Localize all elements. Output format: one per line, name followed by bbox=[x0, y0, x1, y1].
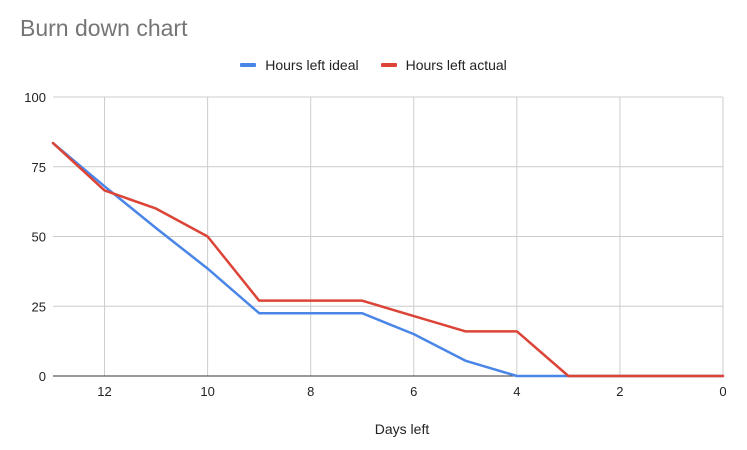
x-tick-label: 2 bbox=[616, 384, 623, 399]
y-tick-label: 0 bbox=[39, 369, 46, 384]
y-tick-label: 50 bbox=[32, 230, 46, 245]
legend-item-ideal[interactable]: Hours left ideal bbox=[240, 57, 359, 73]
legend-label-actual: Hours left actual bbox=[405, 57, 507, 73]
series-line-actual bbox=[51, 141, 725, 378]
x-tick-label: 10 bbox=[200, 384, 214, 399]
x-tick-label: 0 bbox=[719, 384, 726, 399]
x-tick-label: 8 bbox=[307, 384, 314, 399]
y-tick-label: 25 bbox=[32, 299, 46, 314]
chart-title: Burn down chart bbox=[20, 15, 188, 41]
x-axis-title: Days left bbox=[375, 421, 430, 437]
y-tick-label: 100 bbox=[24, 90, 46, 105]
x-tick-label: 12 bbox=[97, 384, 111, 399]
series-line-ideal bbox=[51, 141, 725, 378]
y-tick-label: 75 bbox=[32, 160, 46, 175]
x-tick-label: 4 bbox=[513, 384, 520, 399]
legend-swatch-actual bbox=[380, 63, 397, 67]
legend-swatch-ideal bbox=[240, 63, 257, 67]
chart-legend: Hours left ideal Hours left actual bbox=[0, 57, 747, 73]
legend-item-actual[interactable]: Hours left actual bbox=[380, 57, 507, 73]
legend-label-ideal: Hours left ideal bbox=[265, 57, 359, 73]
x-tick-label: 6 bbox=[410, 384, 417, 399]
